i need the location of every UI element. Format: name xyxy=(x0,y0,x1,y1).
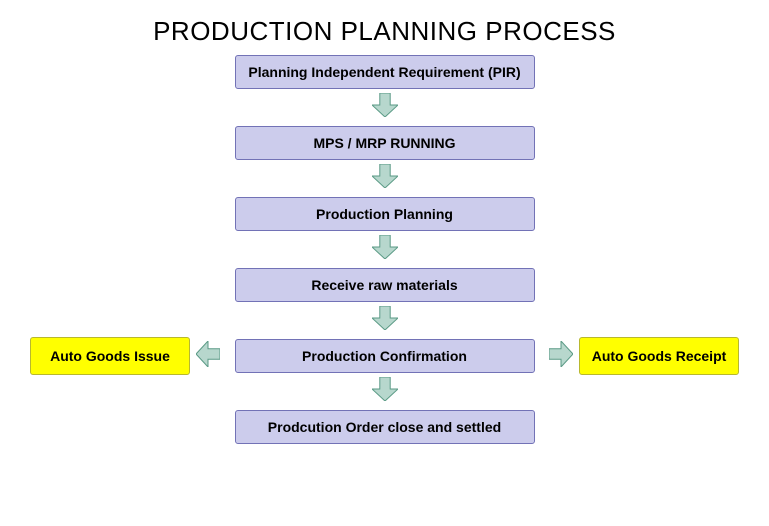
flow-node-label: Auto Goods Issue xyxy=(50,348,170,364)
flow-node-label: MPS / MRP RUNNING xyxy=(313,135,455,151)
page-title: PRODUCTION PLANNING PROCESS xyxy=(0,0,769,55)
arrow-left-icon xyxy=(196,341,220,372)
flowchart: Planning Independent Requirement (PIR) MP… xyxy=(0,55,769,444)
arrow-down-icon xyxy=(372,164,398,193)
flow-node-raw: Receive raw materials xyxy=(235,268,535,302)
flow-row-confirmation: Auto Goods Issue Production Confirmation A… xyxy=(0,339,769,373)
flow-node-label: Planning Independent Requirement (PIR) xyxy=(248,64,520,80)
arrow-down-icon xyxy=(372,377,398,406)
arrow-right-icon xyxy=(549,341,573,372)
flow-node-label: Auto Goods Receipt xyxy=(592,348,727,364)
flow-node-label: Receive raw materials xyxy=(311,277,457,293)
flow-node-label: Production Planning xyxy=(316,206,453,222)
flow-node-label: Prodcution Order close and settled xyxy=(268,419,501,435)
flow-node-receipt: Auto Goods Receipt xyxy=(579,337,739,375)
arrow-down-icon xyxy=(372,93,398,122)
arrow-down-icon xyxy=(372,235,398,264)
flow-node-mps: MPS / MRP RUNNING xyxy=(235,126,535,160)
flow-node-close: Prodcution Order close and settled xyxy=(235,410,535,444)
flow-node-conf: Production Confirmation xyxy=(235,339,535,373)
flow-node-pp: Production Planning xyxy=(235,197,535,231)
flow-node-label: Production Confirmation xyxy=(302,348,467,364)
flow-node-issue: Auto Goods Issue xyxy=(30,337,190,375)
flow-node-pir: Planning Independent Requirement (PIR) xyxy=(235,55,535,89)
arrow-down-icon xyxy=(372,306,398,335)
